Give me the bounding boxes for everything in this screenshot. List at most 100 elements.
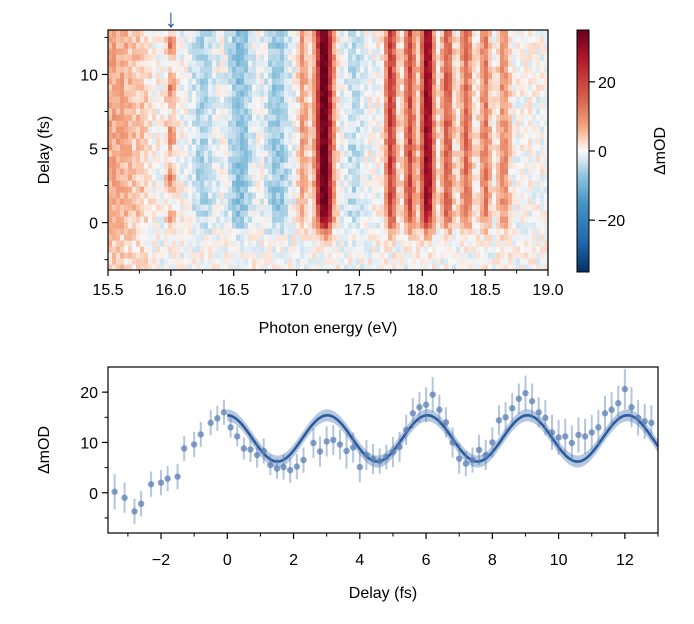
heatmap-cell xyxy=(464,150,469,157)
heatmap-cell xyxy=(128,228,133,235)
heatmap-cell xyxy=(288,132,293,139)
heatmap-cell xyxy=(332,60,337,67)
heatmap-cell xyxy=(140,246,145,253)
heatmap-cell xyxy=(124,264,129,270)
heatmap-cell xyxy=(280,84,285,91)
heatmap-cell xyxy=(216,120,221,127)
heatmap-cell xyxy=(260,216,265,223)
heatmap-cell xyxy=(308,120,313,127)
heatmap-cell xyxy=(368,132,373,139)
heatmap-cell xyxy=(484,258,489,265)
heatmap-cell xyxy=(168,198,173,205)
heatmap-cell xyxy=(416,30,421,37)
heatmap-cell xyxy=(192,234,197,241)
heatmap-cell xyxy=(504,42,509,49)
heatmap-cell xyxy=(208,222,213,229)
heatmap-cell xyxy=(352,252,357,259)
heatmap-cell xyxy=(304,72,309,79)
heatmap-cell xyxy=(432,216,437,223)
heatmap-cell xyxy=(196,72,201,79)
heatmap-cell xyxy=(268,108,273,115)
heatmap-cell xyxy=(160,216,165,223)
heatmap-cell xyxy=(456,144,461,151)
heatmap-cell xyxy=(152,132,157,139)
heatmap-cell xyxy=(440,162,445,169)
heatmap-cell xyxy=(276,126,281,133)
heatmap-cell xyxy=(156,264,161,270)
heatmap-cell xyxy=(440,78,445,85)
heatmap-cell xyxy=(184,132,189,139)
heatmap-cell xyxy=(408,168,413,175)
heatmap-cell xyxy=(244,180,249,187)
heatmap-cell xyxy=(164,228,169,235)
heatmap-cell xyxy=(520,156,525,163)
heatmap-cell xyxy=(536,180,541,187)
heatmap-cell xyxy=(384,162,389,169)
heatmap-cell xyxy=(408,120,413,127)
heatmap-cell xyxy=(128,108,133,115)
heatmap-cell xyxy=(176,234,181,241)
heatmap-cell xyxy=(436,30,441,37)
heatmap-cell xyxy=(484,54,489,61)
heatmap-cell xyxy=(208,66,213,73)
heatmap-cell xyxy=(108,30,113,37)
heatmap-cell xyxy=(404,144,409,151)
heatmap-cell xyxy=(212,228,217,235)
heatmap-cell xyxy=(540,78,545,85)
heatmap-cell xyxy=(532,228,537,235)
heatmap-cell xyxy=(544,168,548,175)
heatmap-cell xyxy=(316,66,321,73)
heatmap-cell xyxy=(400,186,405,193)
heatmap-cell xyxy=(400,258,405,265)
heatmap-cell xyxy=(300,138,305,145)
heatmap-cell xyxy=(328,30,333,37)
heatmap-cell xyxy=(184,162,189,169)
heatmap-cell xyxy=(416,210,421,217)
heatmap-cell xyxy=(132,84,137,91)
heatmap-cell xyxy=(444,180,449,187)
heatmap-cell xyxy=(516,144,521,151)
heatmap-cell xyxy=(420,126,425,133)
y-tick-label: 20 xyxy=(80,385,98,402)
heatmap-cell xyxy=(180,216,185,223)
heatmap-cell xyxy=(248,144,253,151)
heatmap-cell xyxy=(540,90,545,97)
heatmap-cell xyxy=(356,120,361,127)
heatmap-cell xyxy=(240,258,245,265)
heatmap-cell xyxy=(432,186,437,193)
heatmap-cell xyxy=(268,48,273,55)
heatmap-cell xyxy=(424,42,429,49)
heatmap-cell xyxy=(392,228,397,235)
heatmap-cell xyxy=(188,216,193,223)
heatmap-cell xyxy=(212,138,217,145)
heatmap-cell xyxy=(204,132,209,139)
heatmap-cell xyxy=(152,168,157,175)
heatmap-cell xyxy=(224,126,229,133)
heatmap-cell xyxy=(412,216,417,223)
heatmap-cell xyxy=(344,252,349,259)
heatmap-cell xyxy=(132,174,137,181)
heatmap-cell xyxy=(120,120,125,127)
heatmap-cell xyxy=(384,204,389,211)
heatmap-cell xyxy=(108,234,113,241)
heatmap-cell xyxy=(536,198,541,205)
heatmap-cell xyxy=(148,264,153,270)
heatmap-cell xyxy=(284,198,289,205)
heatmap-cell xyxy=(160,84,165,91)
heatmap-cell xyxy=(140,120,145,127)
heatmap-cell xyxy=(268,156,273,163)
heatmap-cell xyxy=(304,60,309,67)
heatmap-cell xyxy=(152,192,157,199)
heatmap-cell xyxy=(388,210,393,217)
heatmap-cell xyxy=(200,192,205,199)
data-point xyxy=(469,456,476,464)
heatmap-cell xyxy=(272,72,277,79)
heatmap-cell xyxy=(380,174,385,181)
heatmap-cell xyxy=(256,78,261,85)
heatmap-cell xyxy=(364,258,369,265)
heatmap-cell xyxy=(232,186,237,193)
heatmap-cell xyxy=(160,156,165,163)
heatmap-cell xyxy=(404,42,409,49)
heatmap-cell xyxy=(544,108,548,115)
heatmap-cell xyxy=(316,240,321,247)
